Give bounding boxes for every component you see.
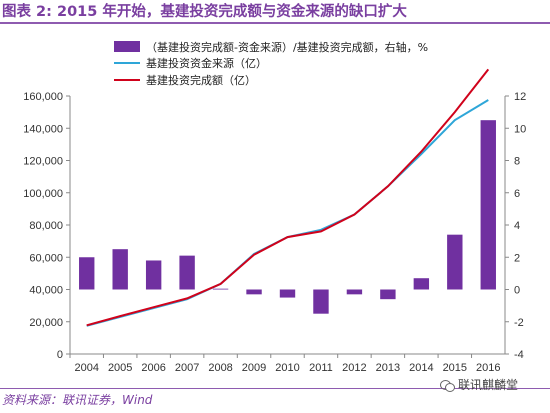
axes (66, 95, 509, 358)
watermark: 联讯麒麟堂 (440, 376, 518, 393)
bar-series (79, 120, 496, 314)
watermark-text: 联讯麒麟堂 (458, 378, 519, 392)
left-tick-label: 40,000 (29, 285, 63, 297)
x-tick-label: 2016 (476, 362, 500, 374)
bar (380, 289, 396, 300)
x-tick-label: 2012 (342, 362, 366, 374)
left-tick-label: 20,000 (29, 317, 63, 329)
right-tick-label: 10 (514, 123, 526, 135)
legend-label: （基建投资完成额-资金来源）/基建投资完成额，右轴，% (146, 40, 428, 54)
bar (346, 289, 363, 295)
left-tick-label: 120,000 (23, 156, 63, 168)
x-tick-label: 2014 (409, 362, 433, 374)
x-tick-label: 2006 (141, 362, 165, 374)
right-tick-label: 2 (514, 252, 520, 264)
right-tick-label: 6 (514, 188, 520, 200)
chart-title: 图表 2: 2015 年开始，基建投资完成额与资金来源的缺口扩大 (2, 4, 407, 20)
left-tick-label: 140,000 (23, 123, 63, 135)
tick-labels: 0 20,000 40,000 60,000 80,000 100,000 120,000 1… (23, 91, 526, 374)
right-tick-label: -4 (514, 349, 524, 361)
bar (145, 260, 162, 290)
x-tick-label: 2015 (443, 362, 467, 374)
legend: （基建投资完成额-资金来源）/基建投资完成额，右轴，% 基建投资资金来源（亿） 基建… (114, 40, 428, 87)
right-tick-label: 4 (514, 220, 520, 232)
x-tick-label: 2010 (275, 362, 299, 374)
wechat-icon (440, 379, 455, 392)
line-investment-completed (86, 68, 490, 327)
x-tick-label: 2008 (208, 362, 232, 374)
legend-swatch-bar (114, 41, 140, 52)
x-tick-label: 2004 (74, 362, 98, 374)
bar (480, 120, 496, 290)
legend-label: 基建投资资金来源（亿） (146, 56, 267, 70)
x-tick-label: 2011 (309, 362, 333, 374)
x-tick-label: 2005 (108, 362, 132, 374)
left-tick-label: 60,000 (29, 252, 63, 264)
bar (112, 249, 128, 290)
left-tick-label: 160,000 (23, 91, 63, 103)
bar (79, 257, 95, 290)
right-tick-label: 0 (514, 285, 520, 297)
left-tick-label: 80,000 (29, 220, 63, 232)
x-tick-label: 2009 (242, 362, 266, 374)
source-divider (0, 388, 550, 389)
title-divider (0, 22, 550, 24)
x-tick-label: 2013 (376, 362, 400, 374)
bar (279, 289, 296, 298)
line-series (86, 68, 490, 327)
bar (179, 255, 195, 290)
bar (413, 278, 430, 290)
bar (246, 289, 262, 295)
right-tick-label: 8 (514, 156, 520, 168)
source-note: 资料来源：联讯证券，Wind (2, 393, 153, 407)
x-tick-label: 2007 (175, 362, 199, 374)
left-tick-label: 0 (57, 349, 63, 361)
legend-label: 基建投资完成额（亿） (146, 73, 256, 87)
bar (313, 289, 329, 314)
right-tick-label: -2 (514, 317, 524, 329)
bar (447, 234, 463, 290)
bar (212, 288, 229, 290)
left-tick-label: 100,000 (23, 188, 63, 200)
right-tick-label: 12 (514, 91, 526, 103)
